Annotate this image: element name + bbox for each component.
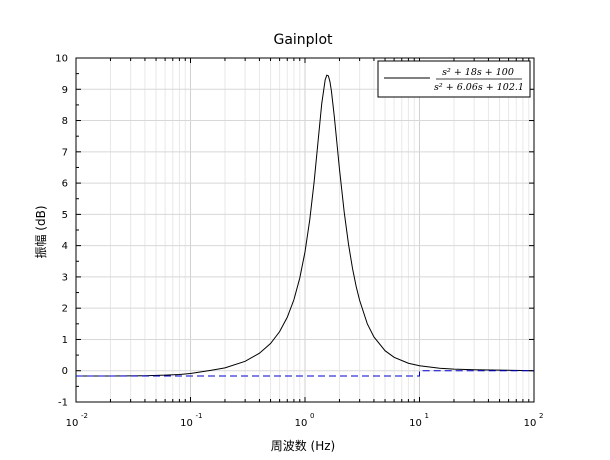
grid-layer xyxy=(76,58,534,402)
x-axis-label: 周波数 (Hz) xyxy=(271,438,336,453)
x-tick-exponent: -2 xyxy=(81,412,88,420)
x-tick-label: 10 xyxy=(524,418,537,429)
y-tick-label: 3 xyxy=(62,272,68,283)
legend: s² + 18s + 100 s² + 6.06s + 102.1 xyxy=(378,61,530,97)
x-tick-exponent: -1 xyxy=(196,412,203,420)
x-tick-label: 10 xyxy=(66,418,79,429)
legend-denominator: s² + 6.06s + 102.1 xyxy=(434,82,524,93)
chart-title: Gainplot xyxy=(273,32,333,48)
y-tick-label: 7 xyxy=(62,147,68,158)
y-tick-label: 1 xyxy=(62,335,68,346)
y-tick-label: -1 xyxy=(58,398,68,409)
y-tick-label: 6 xyxy=(62,179,68,190)
y-tick-label: 0 xyxy=(62,366,68,377)
y-tick-label: 9 xyxy=(62,85,68,96)
x-tick-label: 10 xyxy=(409,418,422,429)
y-tick-label: 10 xyxy=(55,54,68,65)
y-tick-label: 8 xyxy=(62,116,68,127)
x-tick-exponent: 0 xyxy=(310,412,314,420)
y-tick-label: 5 xyxy=(62,210,68,221)
x-tick-label: 10 xyxy=(180,418,193,429)
y-tick-label: 4 xyxy=(62,241,68,252)
x-tick-label: 10 xyxy=(295,418,308,429)
y-tick-label: 2 xyxy=(62,304,68,315)
y-axis-label: 振幅 (dB) xyxy=(33,205,48,258)
x-tick-exponent: 2 xyxy=(539,412,543,420)
x-tick-exponent: 1 xyxy=(425,412,429,420)
legend-numerator: s² + 18s + 100 xyxy=(442,67,514,78)
